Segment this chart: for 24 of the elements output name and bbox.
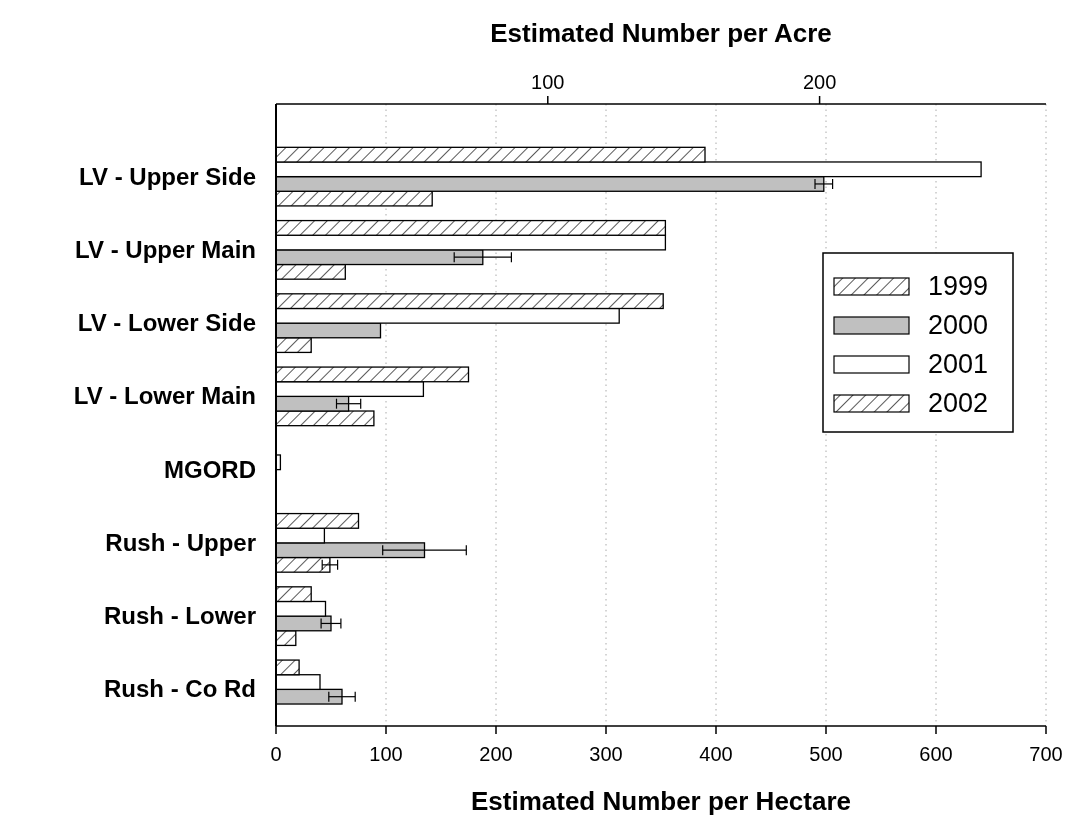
x-tick-label: 500 (809, 743, 843, 765)
y-tick-label: LV - Lower Side (77, 309, 256, 337)
x-tick-label: 0 (270, 743, 282, 765)
x2-tick-label: 200 (802, 71, 837, 93)
x-tick-label: 300 (589, 743, 623, 765)
x-tick-label: 600 (919, 743, 953, 765)
y-tick-label: LV - Upper Side (79, 162, 256, 190)
y-tick-label: Rush - Upper (105, 528, 256, 556)
x-axis-title: Estimated Number per Hectare (470, 786, 852, 816)
legend-label: 2001 (928, 349, 989, 379)
y-tick-label: Rush - Co Rd (104, 675, 256, 703)
y-tick-label: Rush - Lower (103, 602, 256, 630)
legend-label: 2002 (928, 388, 989, 418)
legend-label: 2000 (928, 310, 989, 340)
legend-label: 1999 (928, 271, 989, 301)
x-tick-label: 700 (1029, 743, 1063, 765)
x-tick-label: 200 (479, 743, 513, 765)
y-tick-label: LV - Upper Main (75, 235, 256, 263)
x2-axis-title: Estimated Number per Acre (490, 18, 832, 48)
x2-tick-label: 100 (531, 71, 565, 93)
y-tick-label: MGORD (164, 455, 256, 483)
x-tick-label: 400 (699, 743, 733, 765)
y-tick-label: LV - Lower Main (73, 382, 256, 410)
x-tick-label: 100 (369, 743, 403, 765)
